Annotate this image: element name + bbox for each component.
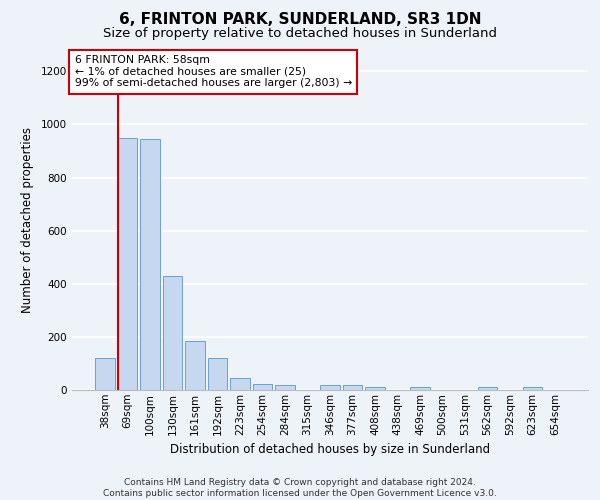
Bar	[320, 385, 340, 390]
Text: 6 FRINTON PARK: 58sqm
← 1% of detached houses are smaller (25)
99% of semi-detac: 6 FRINTON PARK: 58sqm ← 1% of detached h…	[74, 55, 352, 88]
Bar	[208, 358, 227, 390]
Bar	[140, 139, 160, 390]
Bar	[365, 388, 385, 390]
Bar	[523, 388, 542, 390]
Bar	[343, 385, 362, 390]
Bar	[410, 388, 430, 390]
Bar	[275, 384, 295, 390]
Bar	[163, 276, 182, 390]
Bar	[118, 138, 137, 390]
Bar	[230, 378, 250, 390]
X-axis label: Distribution of detached houses by size in Sunderland: Distribution of detached houses by size …	[170, 443, 490, 456]
Bar	[185, 341, 205, 390]
Text: Contains HM Land Registry data © Crown copyright and database right 2024.
Contai: Contains HM Land Registry data © Crown c…	[103, 478, 497, 498]
Text: 6, FRINTON PARK, SUNDERLAND, SR3 1DN: 6, FRINTON PARK, SUNDERLAND, SR3 1DN	[119, 12, 481, 28]
Bar	[478, 388, 497, 390]
Text: Size of property relative to detached houses in Sunderland: Size of property relative to detached ho…	[103, 28, 497, 40]
Y-axis label: Number of detached properties: Number of detached properties	[21, 127, 34, 313]
Bar	[95, 358, 115, 390]
Bar	[253, 384, 272, 390]
